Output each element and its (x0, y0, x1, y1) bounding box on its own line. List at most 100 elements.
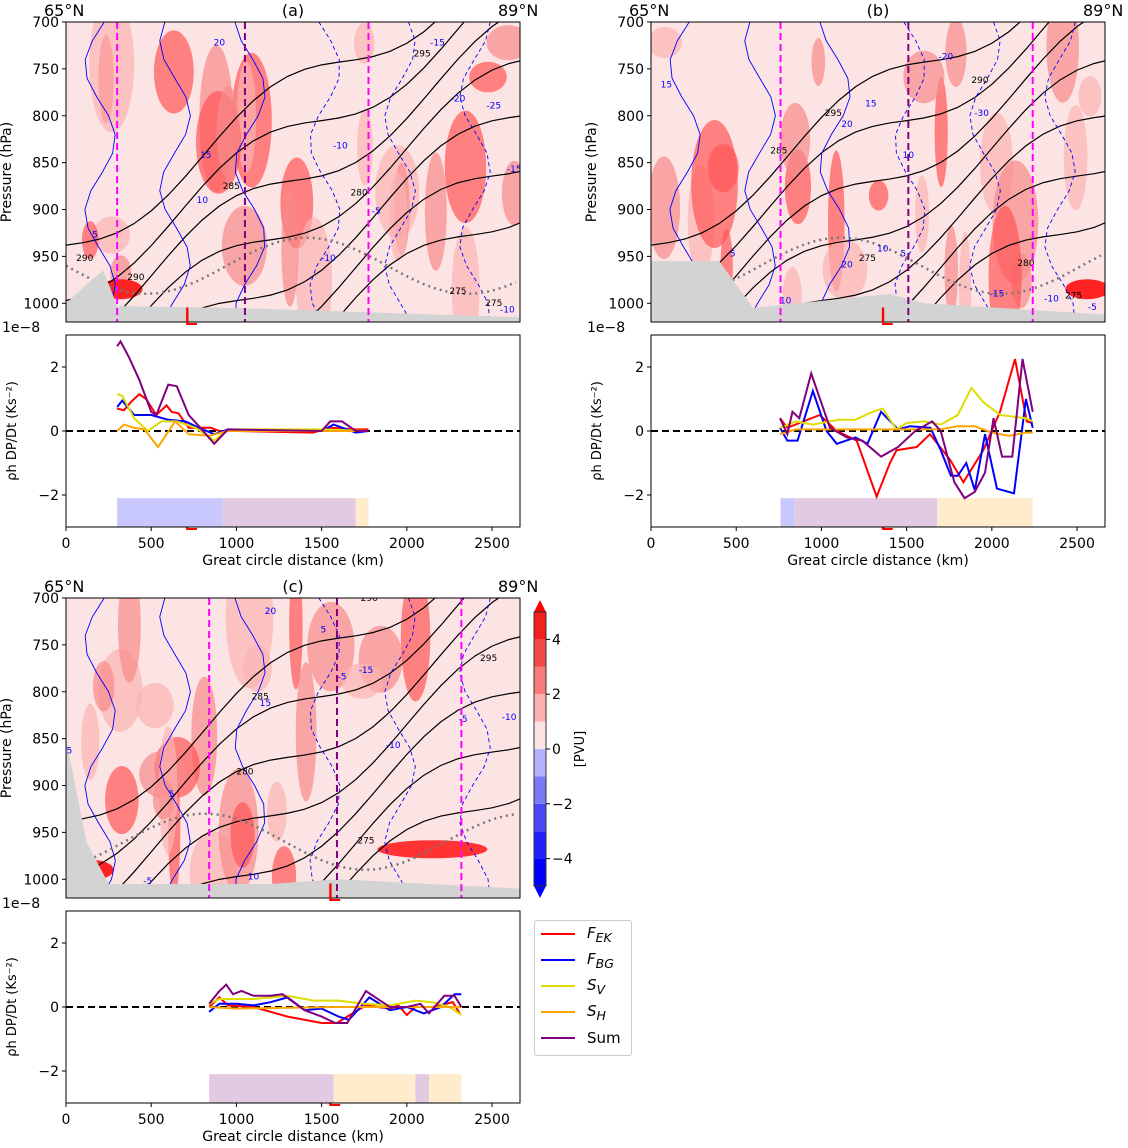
contour-label: -30 (974, 109, 989, 119)
contour-label: -5 (143, 877, 152, 887)
pv-anomaly (780, 102, 811, 176)
y-tick-label: −2 (38, 1064, 59, 1080)
y-tick-label: 950 (617, 249, 644, 265)
y-tick-label: 2 (50, 936, 59, 952)
colorbar-tick-label: 4 (552, 632, 561, 648)
theta-contour (692, 22, 1085, 322)
contour-label: 290 (361, 594, 378, 604)
regime-bar (209, 1074, 334, 1103)
contour-label: 295 (480, 654, 497, 664)
colorbar-tick-label: 0 (552, 742, 561, 758)
colorbar-bin (534, 666, 546, 695)
x-tick-label: 1500 (304, 1112, 340, 1128)
pv-anomaly (1046, 22, 1080, 103)
contour-label: 5 (67, 747, 73, 757)
regime-bar (937, 498, 1033, 527)
pv-anomaly (377, 840, 488, 859)
pv-anomaly (289, 598, 303, 690)
pv-anomaly (388, 173, 408, 261)
pv-anomaly (105, 766, 139, 835)
wind-contour (384, 598, 416, 898)
x-tick-label: 2000 (389, 1112, 425, 1128)
wind-contour (1044, 22, 1076, 322)
y-tick-label: 1000 (23, 872, 59, 888)
scale-label: 1e−8 (587, 320, 625, 336)
contour-label: -10 (500, 306, 515, 316)
wind-contour (819, 22, 851, 322)
x-tick-label: 500 (138, 1112, 165, 1128)
contour-label: 275 (485, 299, 502, 309)
pv-anomaly (1078, 76, 1102, 117)
contour-label: -5 (1088, 303, 1097, 313)
colorbar-extend-max (534, 600, 546, 612)
series-s-v (779, 385, 1034, 431)
pv-anomaly (117, 598, 141, 683)
theta-contour (136, 60, 520, 322)
theta-contour (66, 22, 465, 302)
panel-label: (b) (867, 1, 890, 20)
theta-contour (107, 598, 500, 898)
pv-anomaly (307, 601, 355, 692)
pv-anomaly (266, 781, 287, 842)
terrain (651, 261, 1105, 322)
legend-item-f-bg: FBG (535, 947, 631, 973)
contour-label: 20 (841, 120, 853, 130)
pv-anomaly (959, 231, 972, 322)
latitude-right-label: 89°N (498, 577, 538, 596)
pv-anomaly (451, 226, 480, 322)
y-tick-label: 900 (32, 779, 59, 795)
contour-label: 275 (859, 254, 876, 264)
x-tick-label: 0 (62, 536, 71, 552)
theta-contour (889, 170, 1105, 322)
contour-label: 280 (1017, 259, 1034, 269)
contour-label: -5 (372, 207, 381, 217)
x-tick-label: 2500 (474, 1112, 510, 1128)
pv-anomaly (444, 110, 487, 224)
y-tick-label: 1000 (608, 296, 644, 312)
contour-label: 285 (252, 692, 269, 702)
latitude-left-label: 65°N (44, 577, 84, 596)
pv-anomaly (295, 662, 317, 802)
contour-label: 285 (770, 146, 787, 156)
legend-swatch (541, 933, 575, 935)
contour-label: 10 (248, 872, 260, 882)
legend-swatch (541, 985, 575, 987)
colorbar-bin (534, 858, 546, 886)
theta-contour (66, 598, 436, 822)
pv-anomaly (486, 25, 520, 61)
contour-label: -10 (1044, 294, 1059, 304)
legend-swatch (541, 1037, 575, 1039)
pv-anomaly (811, 38, 826, 87)
low-marker: L (879, 303, 893, 331)
y-tick-label: 950 (32, 825, 59, 841)
pv-anomaly (152, 778, 174, 820)
x-tick-label: 0 (62, 1112, 71, 1128)
legend-swatch (541, 959, 575, 961)
wind-contour (159, 22, 191, 322)
y-tick-label: −2 (38, 488, 59, 504)
panel-label: (c) (282, 577, 303, 596)
contour-label: 15 (661, 81, 672, 91)
theta-contour (651, 22, 1021, 246)
y-tick-label: −2 (623, 488, 644, 504)
contour-label: 20 (214, 38, 226, 48)
contour-label: 275 (1065, 292, 1082, 302)
latitude-right-label: 89°N (498, 1, 538, 20)
series-sum (779, 358, 1034, 500)
y-tick-label: 700 (32, 591, 59, 607)
x-tick-label: 1000 (219, 1112, 255, 1128)
theta-contour (136, 636, 520, 898)
theta-contour (757, 115, 1105, 322)
contour-label: -15 (990, 290, 1005, 300)
pv-anomaly (424, 152, 447, 271)
regime-bar (117, 498, 223, 527)
legend-swatch (541, 1011, 575, 1013)
wind-contour (159, 598, 191, 898)
contour-label: -5 (459, 715, 468, 725)
pv-anomaly (92, 660, 115, 712)
y-tick-label: 850 (32, 156, 59, 172)
theta-contour (304, 170, 520, 322)
contour-label: -15 (359, 666, 374, 676)
